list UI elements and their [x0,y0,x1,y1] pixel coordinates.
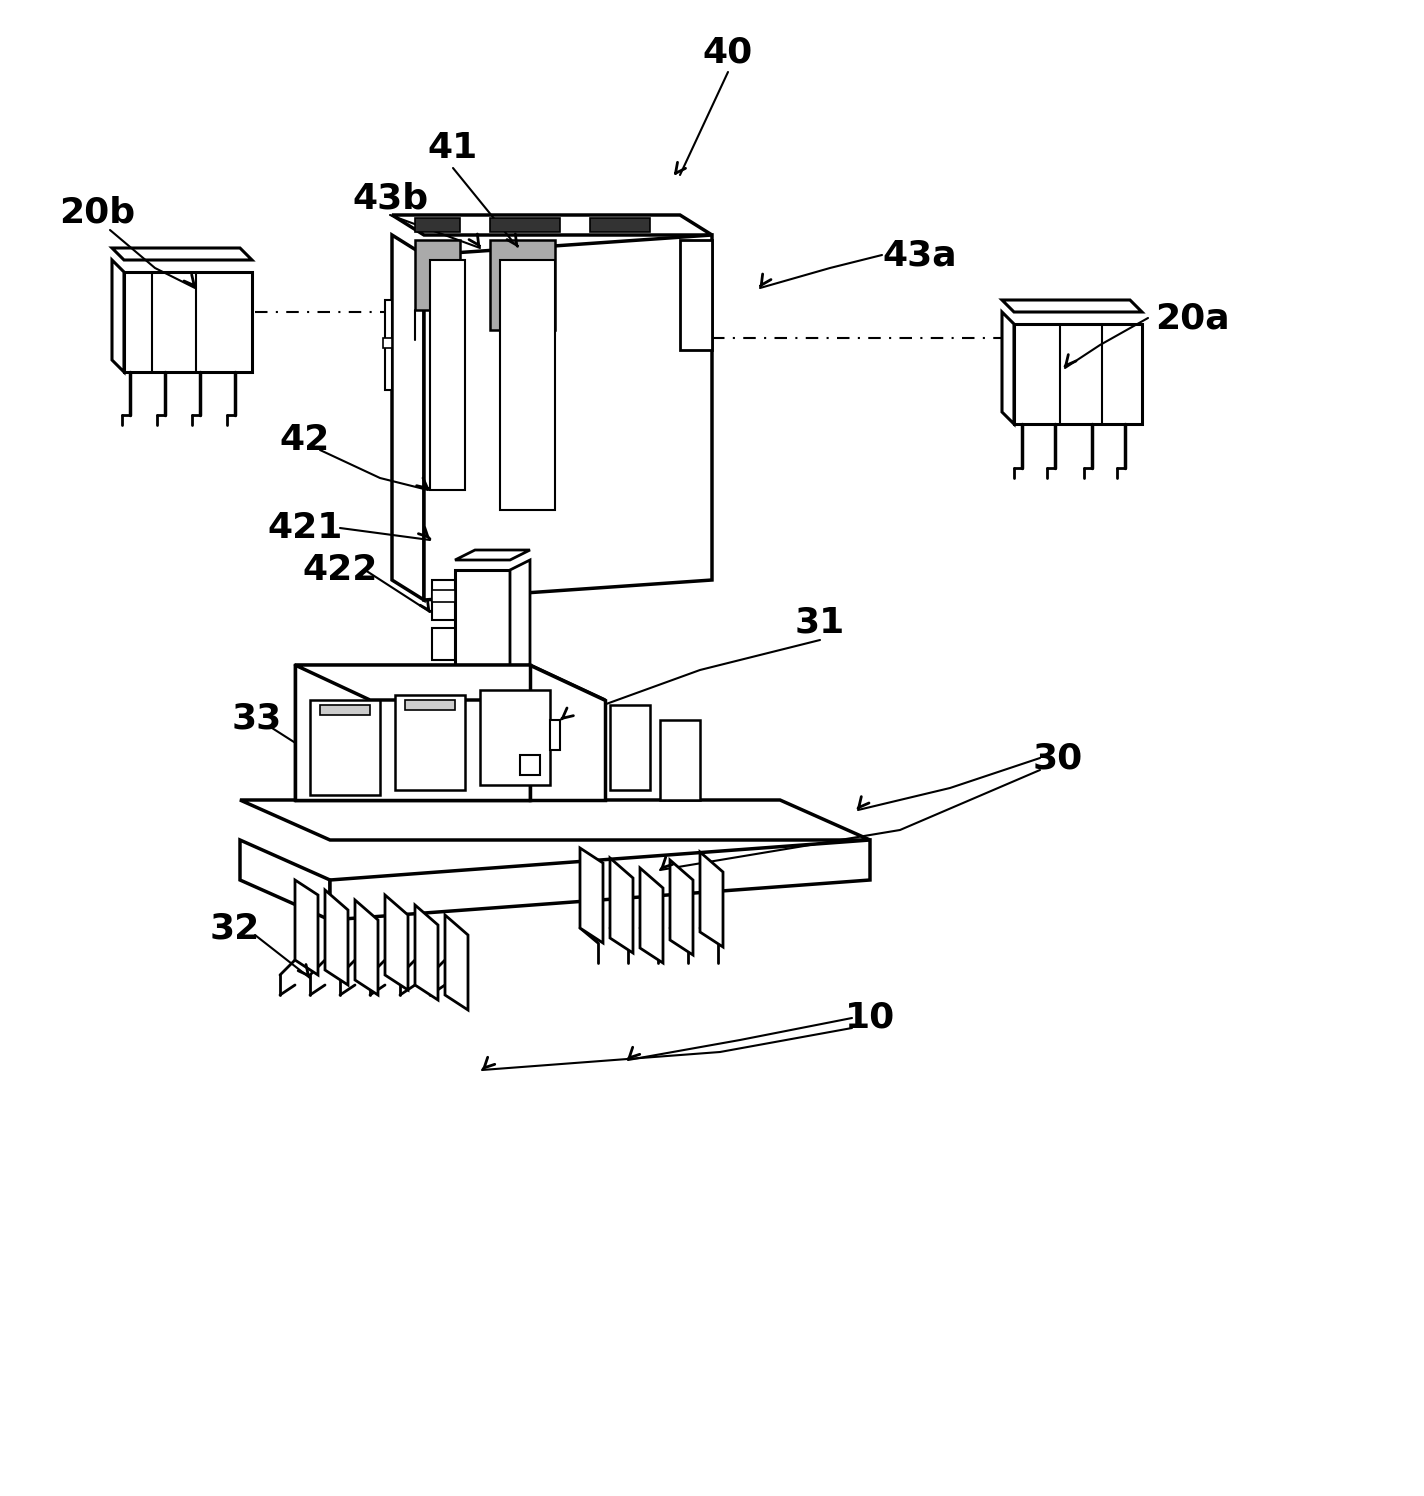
Polygon shape [431,589,456,601]
Polygon shape [325,890,347,984]
Polygon shape [295,666,605,700]
Polygon shape [431,580,456,619]
Text: 10: 10 [844,1001,896,1035]
Polygon shape [414,218,460,232]
Polygon shape [500,260,555,510]
Polygon shape [404,700,456,711]
Polygon shape [384,895,409,990]
Polygon shape [456,570,510,730]
Polygon shape [383,338,392,349]
Polygon shape [609,705,649,790]
Polygon shape [671,860,693,954]
Polygon shape [295,880,318,975]
Polygon shape [295,666,530,800]
Polygon shape [392,235,424,600]
Text: 30: 30 [1032,741,1084,775]
Polygon shape [414,239,460,310]
Polygon shape [490,218,560,232]
Text: 43b: 43b [352,181,429,215]
Polygon shape [320,705,370,715]
Polygon shape [112,260,124,373]
Polygon shape [639,868,664,963]
Polygon shape [310,700,380,794]
Text: 20b: 20b [58,194,135,229]
Polygon shape [659,720,701,800]
Polygon shape [430,260,466,491]
Polygon shape [510,560,530,730]
Text: 41: 41 [427,132,478,165]
Polygon shape [580,848,602,942]
Text: 31: 31 [795,604,844,639]
Polygon shape [112,248,252,260]
Polygon shape [490,239,555,331]
Text: 32: 32 [209,911,261,945]
Polygon shape [681,239,712,350]
Polygon shape [241,839,330,920]
Polygon shape [456,551,530,560]
Text: 33: 33 [232,702,282,735]
Polygon shape [1002,313,1014,423]
Text: 43a: 43a [881,238,957,272]
Polygon shape [590,218,649,232]
Polygon shape [520,755,540,775]
Polygon shape [392,215,712,235]
Text: 42: 42 [281,423,330,456]
Polygon shape [609,859,634,953]
Polygon shape [530,666,605,800]
Text: 40: 40 [703,34,753,69]
Text: 421: 421 [268,512,343,545]
Polygon shape [444,916,468,1010]
Polygon shape [1002,301,1142,313]
Polygon shape [414,905,439,999]
Polygon shape [431,628,456,660]
Polygon shape [394,696,466,790]
Polygon shape [330,839,870,920]
Polygon shape [241,800,870,839]
Polygon shape [550,720,560,749]
Polygon shape [1014,325,1142,423]
Text: 422: 422 [302,554,377,586]
Polygon shape [124,272,252,373]
Text: 20a: 20a [1155,301,1230,335]
Polygon shape [355,901,377,995]
Polygon shape [701,853,723,947]
Polygon shape [424,235,712,600]
Polygon shape [480,690,550,785]
Polygon shape [384,301,392,390]
